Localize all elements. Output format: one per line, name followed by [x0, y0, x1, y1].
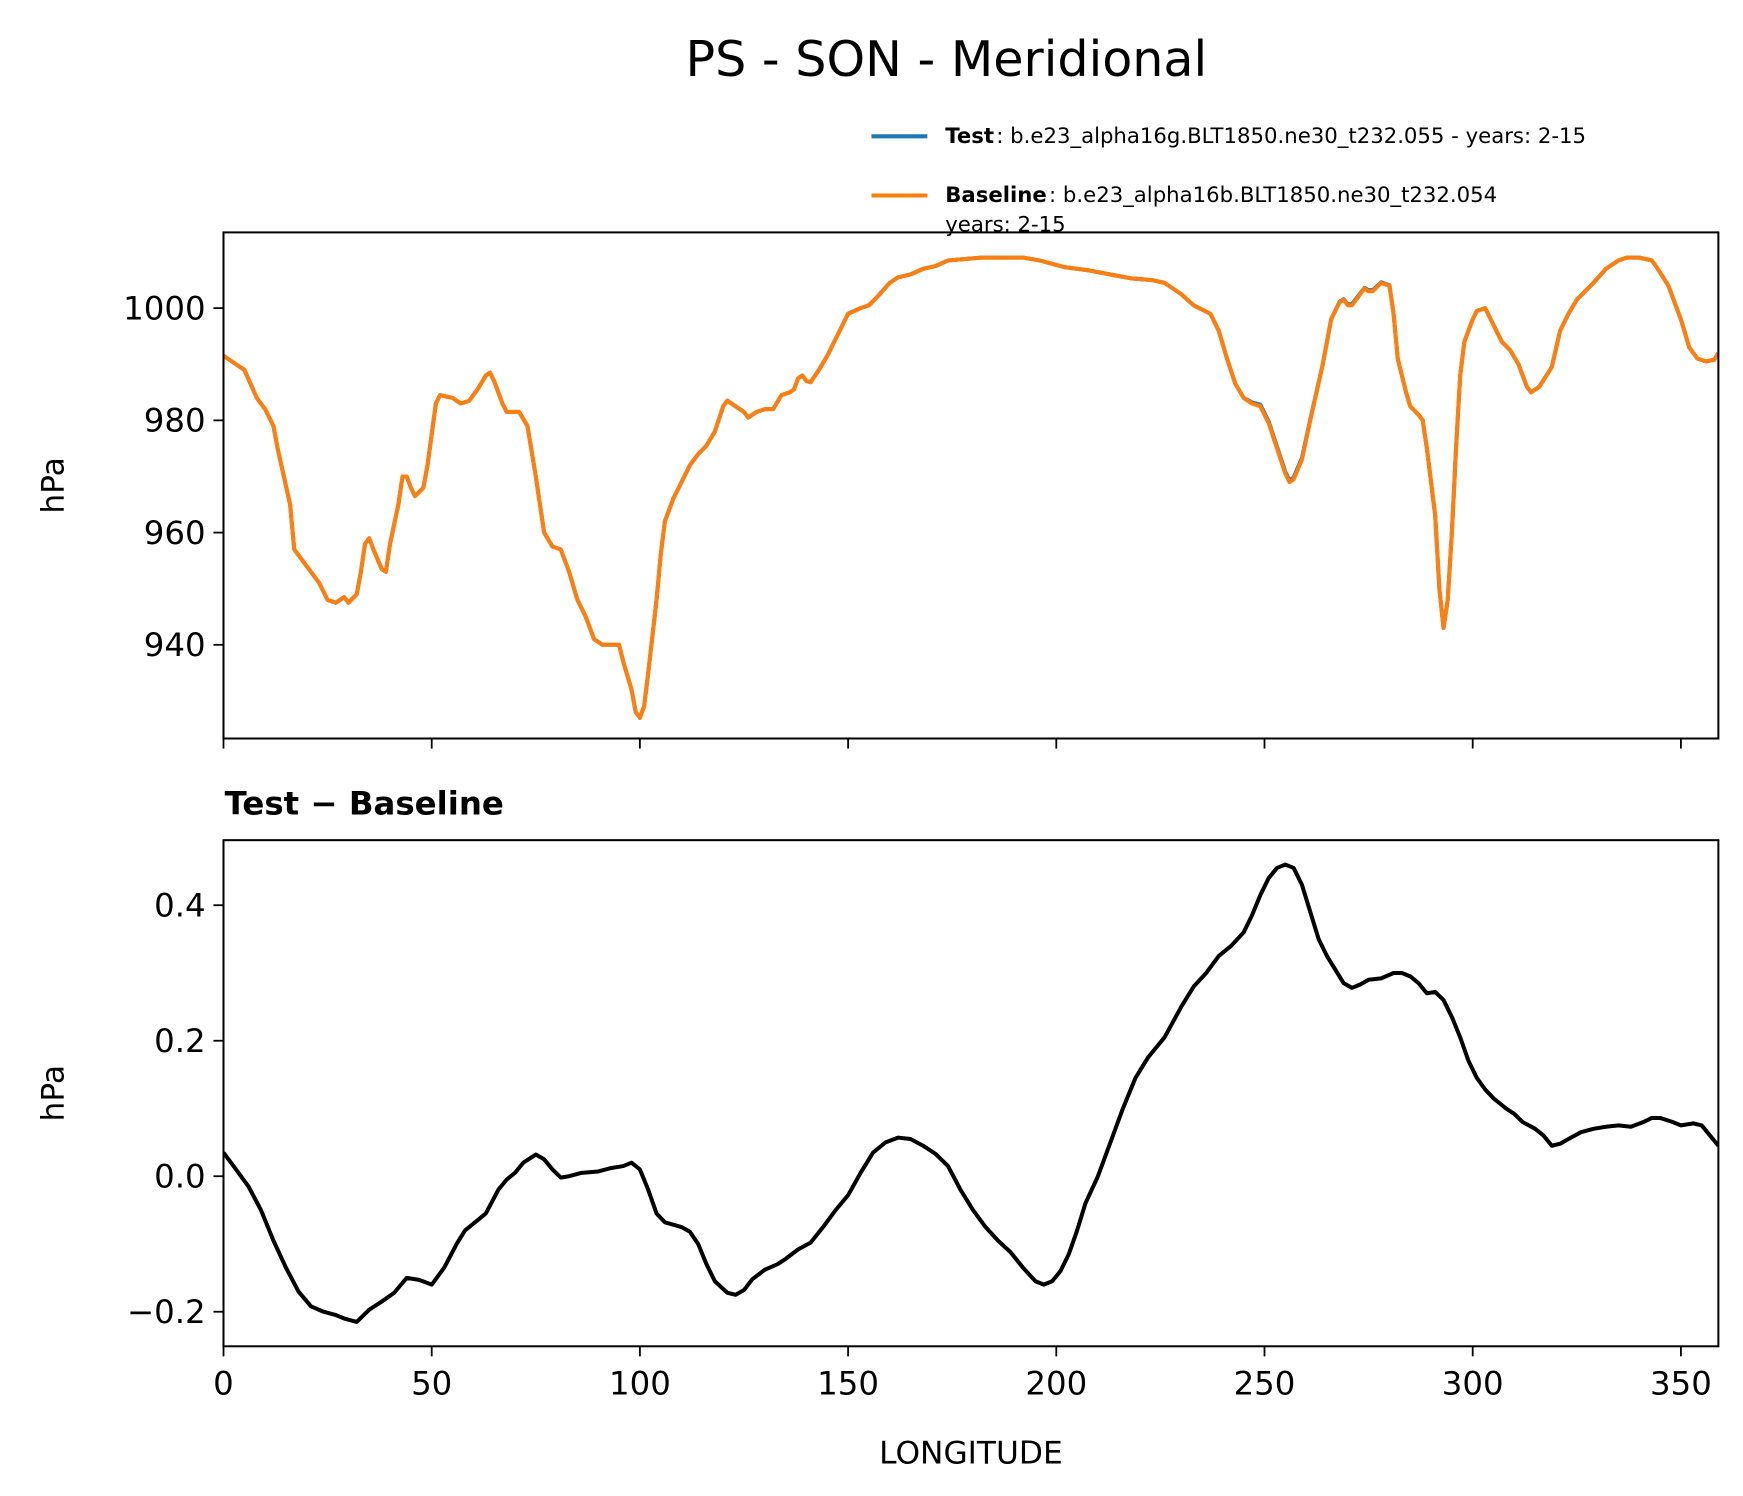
- legend-name: Baseline: [945, 183, 1047, 208]
- plot-area: [223, 862, 1719, 1324]
- axes-frame: [222, 231, 1720, 740]
- data-line: [223, 862, 1719, 1324]
- y-axis-label: hPa: [36, 1065, 72, 1121]
- x-tick-label: 150: [817, 1364, 879, 1402]
- y-tick-label: 940: [144, 626, 206, 664]
- legend-text: : b.e23_alpha16g.BLT1850.ne30_t232.055 -…: [996, 124, 1586, 149]
- y-tick-label: 980: [144, 402, 206, 440]
- y-tick-label: 0.0: [154, 1157, 206, 1195]
- data-line: [223, 255, 1719, 720]
- x-axis-label: LONGITUDE: [879, 1436, 1063, 1472]
- x-tick-label: 300: [1442, 1364, 1504, 1402]
- y-tick-label: 960: [144, 514, 206, 552]
- x-tick-label: 200: [1025, 1364, 1087, 1402]
- subplot-title: Test − Baseline: [225, 784, 504, 822]
- y-tick-label: −0.2: [127, 1293, 206, 1331]
- y-tick-label: 0.4: [154, 886, 206, 924]
- x-tick-label: 50: [411, 1364, 452, 1402]
- x-tick-label: 100: [609, 1364, 671, 1402]
- plot-area: [223, 255, 1719, 720]
- legend-text: : b.e23_alpha16b.BLT1850.ne30_t232.054: [1049, 183, 1497, 208]
- y-tick-label: 1000: [123, 289, 205, 327]
- y-tick-label: 0.2: [154, 1022, 206, 1060]
- axes-frame: [222, 839, 1720, 1348]
- legend-name: Test: [945, 124, 994, 149]
- x-tick-label: 0: [213, 1364, 234, 1402]
- legend-text: years: 2-15: [945, 212, 1065, 237]
- x-tick-label: 250: [1234, 1364, 1296, 1402]
- x-tick-label: 350: [1650, 1364, 1712, 1402]
- chart-title: PS - SON - Meridional: [685, 30, 1207, 88]
- y-axis-label: hPa: [36, 457, 72, 513]
